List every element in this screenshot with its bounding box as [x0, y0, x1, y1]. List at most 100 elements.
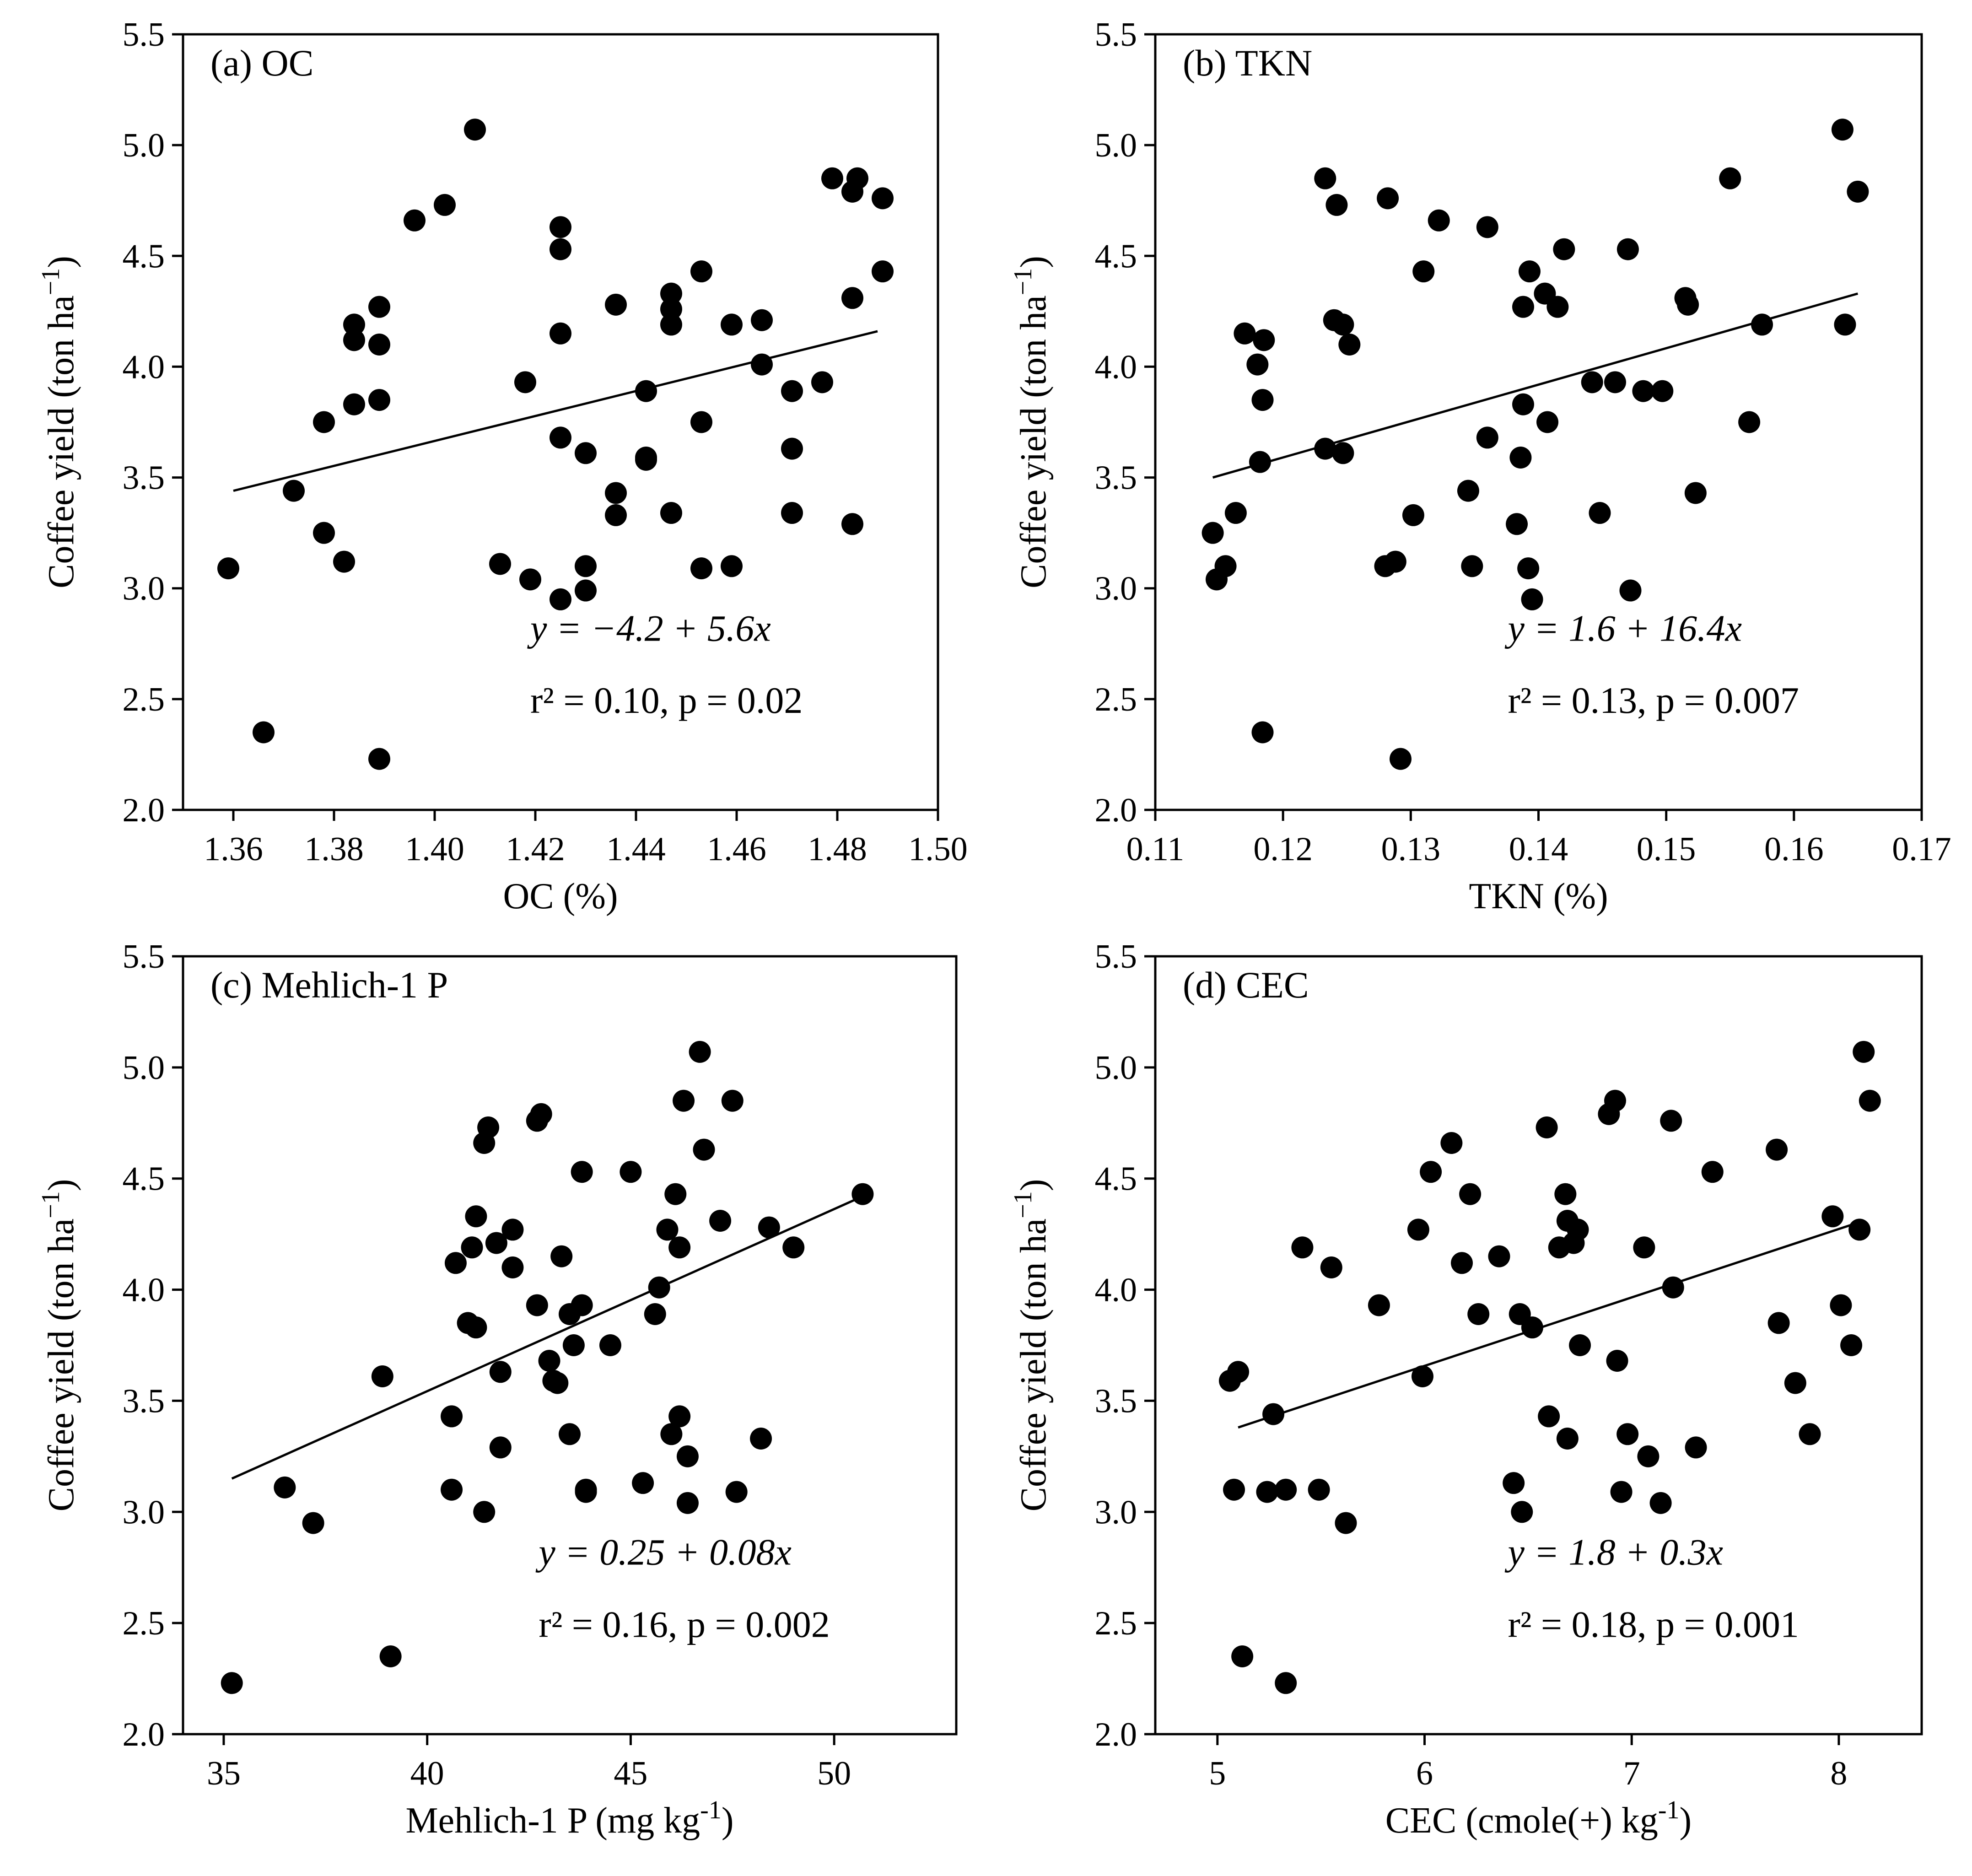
plot-frame	[182, 955, 958, 1736]
data-point	[1538, 1405, 1560, 1428]
data-point	[1459, 1183, 1482, 1205]
data-point	[841, 287, 863, 309]
data-point	[1509, 446, 1532, 469]
data-point	[441, 1478, 463, 1501]
data-point	[635, 380, 657, 402]
plot-frame	[182, 33, 939, 811]
data-point	[781, 502, 803, 524]
data-point	[1512, 296, 1534, 318]
data-point	[559, 1423, 581, 1445]
data-point	[1536, 411, 1559, 433]
data-point	[811, 371, 833, 394]
data-point	[1338, 334, 1361, 356]
data-point	[1604, 371, 1626, 394]
tick-group: 2.0 2.5 3.0 3.5 4.0 4.5 5.0 5.5 35 40 45 50	[123, 938, 851, 1792]
y-axis-title: Coffee yield (ton ha−1)	[37, 256, 81, 588]
panel-c-mehlich-p: 2.0 2.5 3.0 3.5 4.0 4.5 5.0 5.5 35 40 45 50 (c) Meh…	[37, 938, 958, 1841]
tick-group: 2.0 2.5 3.0 3.5 4.0 4.5 5.0 5.5 1.36 1.38 1.40 1.42…	[123, 16, 968, 868]
data-point	[721, 1089, 744, 1112]
y-axis-title: Coffee yield (ton ha−1)	[1009, 1179, 1054, 1512]
data-point	[368, 296, 390, 318]
data-point	[1633, 1236, 1655, 1259]
x-tick-label: 8	[1830, 1755, 1847, 1792]
data-point	[690, 260, 712, 283]
data-point	[1390, 748, 1412, 770]
panel-label: (d) CEC	[1183, 964, 1309, 1006]
data-point	[368, 389, 390, 411]
data-point	[1556, 1428, 1579, 1450]
data-point	[1440, 1132, 1463, 1154]
y-tick-label: 2.0	[123, 1716, 165, 1753]
x-tick-label: 50	[817, 1755, 851, 1792]
data-point	[221, 1672, 243, 1694]
plot-frame	[1154, 955, 1923, 1736]
data-point	[1325, 194, 1348, 216]
data-point	[1249, 451, 1271, 473]
data-point	[1202, 522, 1224, 544]
data-point	[1546, 296, 1569, 318]
regression-equation: y = 0.25 + 0.08x	[535, 1531, 791, 1573]
data-point	[313, 522, 335, 544]
data-point	[1569, 1334, 1591, 1356]
data-point	[660, 282, 682, 305]
data-point	[368, 748, 390, 770]
data-point	[485, 1232, 507, 1254]
data-point	[1253, 329, 1275, 351]
data-point	[1234, 322, 1256, 345]
data-point	[1684, 482, 1707, 504]
regression-line	[1238, 1219, 1864, 1429]
points-group	[1202, 119, 1869, 770]
data-point	[575, 579, 597, 602]
x-tick-label: 1.40	[405, 830, 464, 868]
data-point	[1840, 1334, 1863, 1356]
data-point	[1517, 557, 1540, 580]
y-tick-label: 4.0	[1095, 1272, 1137, 1309]
data-point	[605, 293, 627, 316]
data-point	[1553, 238, 1575, 260]
data-point	[690, 411, 712, 433]
data-point	[1834, 313, 1856, 336]
data-point	[575, 442, 597, 464]
data-point	[1251, 721, 1274, 744]
data-point	[538, 1350, 560, 1372]
data-point	[1476, 426, 1498, 449]
data-point	[441, 1405, 463, 1428]
y-tick-label: 2.0	[123, 792, 165, 829]
data-point	[1275, 1478, 1297, 1501]
regression-stats: r² = 0.13, p = 0.007	[1508, 679, 1799, 721]
x-tick-label: 0.13	[1381, 830, 1441, 868]
regression-equation: y = 1.6 + 16.4x	[1505, 607, 1742, 649]
data-point	[668, 1405, 691, 1428]
data-point	[368, 334, 390, 356]
regression-line	[231, 1195, 863, 1480]
data-point	[758, 1216, 780, 1239]
x-tick-label: 45	[614, 1755, 647, 1792]
y-tick-label: 4.5	[1095, 1160, 1137, 1198]
data-point	[1610, 1481, 1633, 1503]
data-point	[1859, 1089, 1881, 1112]
data-point	[673, 1089, 695, 1112]
y-tick-label: 5.0	[1095, 127, 1137, 164]
y-tick-label: 5.5	[1095, 938, 1137, 976]
y-tick-label: 3.5	[123, 1382, 165, 1420]
data-point	[1476, 216, 1498, 238]
data-point	[656, 1218, 679, 1241]
x-axis-title: Mehlich-1 P (mg kg-1)	[406, 1796, 734, 1841]
data-point	[473, 1501, 496, 1523]
data-point	[872, 260, 894, 283]
data-point	[1738, 411, 1761, 433]
data-point	[1451, 1252, 1473, 1274]
data-point	[676, 1492, 699, 1514]
data-point	[1606, 1350, 1628, 1372]
data-point	[550, 588, 571, 610]
data-point	[343, 393, 365, 415]
data-point	[1512, 393, 1534, 415]
data-point	[1275, 1672, 1297, 1694]
data-point	[1308, 1478, 1330, 1501]
y-tick-label: 4.0	[1095, 348, 1137, 386]
data-point	[690, 557, 712, 580]
data-point	[465, 1205, 487, 1228]
data-point	[253, 721, 275, 744]
data-point	[620, 1161, 642, 1183]
